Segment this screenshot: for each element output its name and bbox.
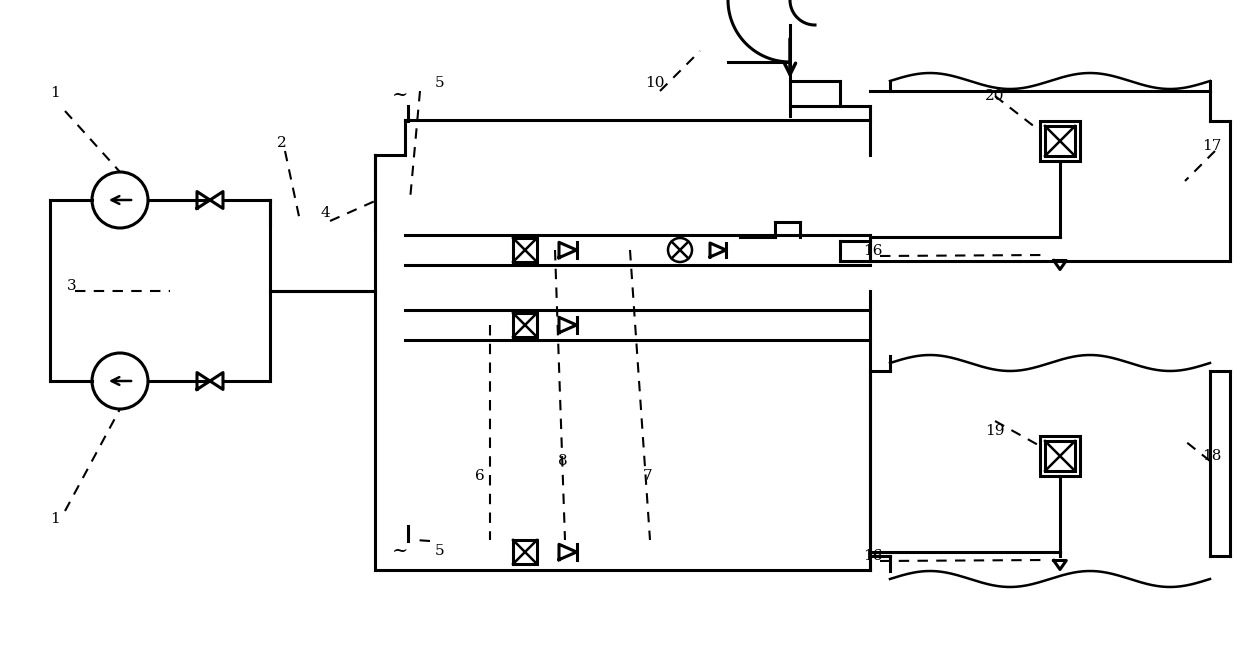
Text: 10: 10 (645, 76, 665, 90)
Circle shape (92, 353, 148, 409)
Bar (1045, 126, 1075, 156)
Text: 20: 20 (986, 89, 1004, 103)
Bar (513, 313, 537, 337)
Circle shape (668, 238, 692, 262)
Bar (1040, 436, 1080, 476)
Text: 16: 16 (863, 244, 883, 258)
Bar (513, 238, 537, 262)
Circle shape (92, 172, 148, 228)
Text: 17: 17 (1203, 139, 1221, 153)
Text: 1: 1 (50, 512, 60, 526)
Text: 7: 7 (644, 469, 652, 483)
Bar (1045, 441, 1075, 471)
Text: 5: 5 (435, 76, 445, 90)
Text: 18: 18 (1203, 449, 1221, 463)
Text: 16: 16 (863, 549, 883, 563)
Text: ~: ~ (392, 542, 408, 560)
Text: ~: ~ (392, 86, 408, 104)
Text: 8: 8 (558, 454, 568, 468)
Bar (1040, 121, 1080, 161)
Text: 3: 3 (67, 279, 77, 293)
Text: 6: 6 (475, 469, 485, 483)
Text: 2: 2 (277, 136, 286, 150)
Text: 5: 5 (435, 544, 445, 558)
Text: 19: 19 (986, 424, 1004, 438)
Bar (513, 540, 537, 564)
Text: 1: 1 (50, 86, 60, 100)
Text: 4: 4 (320, 206, 330, 220)
